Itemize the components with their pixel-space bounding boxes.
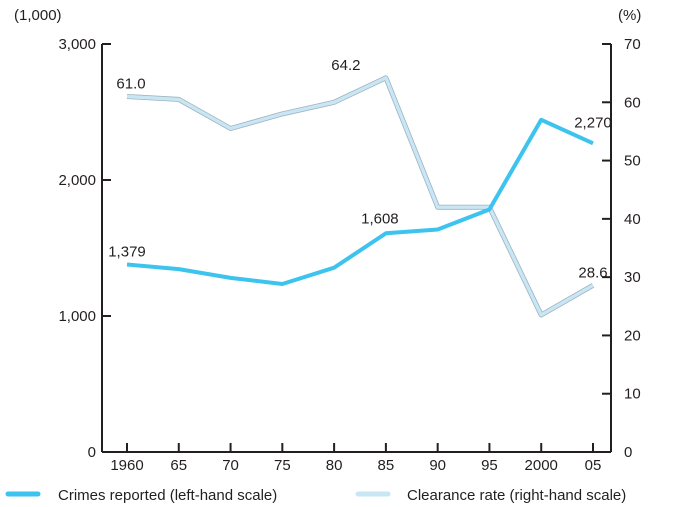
right-tick-label: 40: [624, 211, 641, 228]
crimes-reported-data-label: 1,608: [361, 210, 399, 227]
legend-label-crimes: Crimes reported (left-hand scale): [58, 487, 277, 504]
x-tick-label: 05: [585, 457, 602, 474]
legend: Crimes reported (left-hand scale) Cleara…: [5, 487, 626, 504]
clearance-rate-line: [126, 76, 594, 317]
axes: (1,000) (%): [14, 7, 641, 453]
x-tick-label: 95: [481, 457, 498, 474]
crimes-reported-data-label: 2,270: [574, 114, 612, 131]
left-tick-label: 1,000: [58, 308, 96, 325]
right-tick-label: 30: [624, 269, 641, 286]
x-tick-label: 2000: [525, 457, 558, 474]
x-axis-ticks: 1960 65 70 75 80 85 90 95 2000 05: [110, 443, 601, 474]
left-tick-label: 2,000: [58, 172, 96, 189]
x-tick-label: 85: [378, 457, 395, 474]
right-tick-label: 60: [624, 94, 641, 111]
legend-item-crimes: Crimes reported (left-hand scale): [5, 487, 277, 504]
right-tick-label: 10: [624, 386, 641, 403]
x-tick-label: 70: [222, 457, 239, 474]
right-tick-label: 0: [624, 444, 632, 461]
x-tick-label: 65: [170, 457, 187, 474]
clearance-rate-data-label: 61.0: [116, 75, 145, 92]
x-tick-label: 80: [326, 457, 343, 474]
right-tick-label: 70: [624, 36, 641, 53]
data-labels: 1,379 1,608 2,270 61.0 64.2 28.6: [108, 57, 612, 281]
crimes-reported-data-label: 1,379: [108, 243, 146, 260]
left-axis-ticks: 0 1,000 2,000 3,000: [58, 36, 111, 461]
clearance-rate-data-label: 64.2: [331, 57, 360, 74]
legend-label-clearance: Clearance rate (right-hand scale): [407, 487, 626, 504]
right-tick-label: 20: [624, 327, 641, 344]
x-tick-label: 90: [429, 457, 446, 474]
clearance-rate-data-label: 28.6: [578, 264, 607, 281]
left-tick-label: 3,000: [58, 36, 96, 53]
x-tick-label: 1960: [110, 457, 143, 474]
crimes-reported-line: [126, 117, 594, 286]
left-tick-label: 0: [88, 444, 96, 461]
right-tick-label: 50: [624, 153, 641, 170]
series-layer: [126, 75, 595, 318]
left-axis-unit: (1,000): [14, 7, 62, 24]
x-tick-label: 75: [274, 457, 291, 474]
right-axis-ticks: 0 10 20 30 40 50 60 70: [602, 36, 641, 461]
legend-item-clearance: Clearance rate (right-hand scale): [355, 487, 626, 504]
right-axis-unit: (%): [618, 7, 641, 24]
